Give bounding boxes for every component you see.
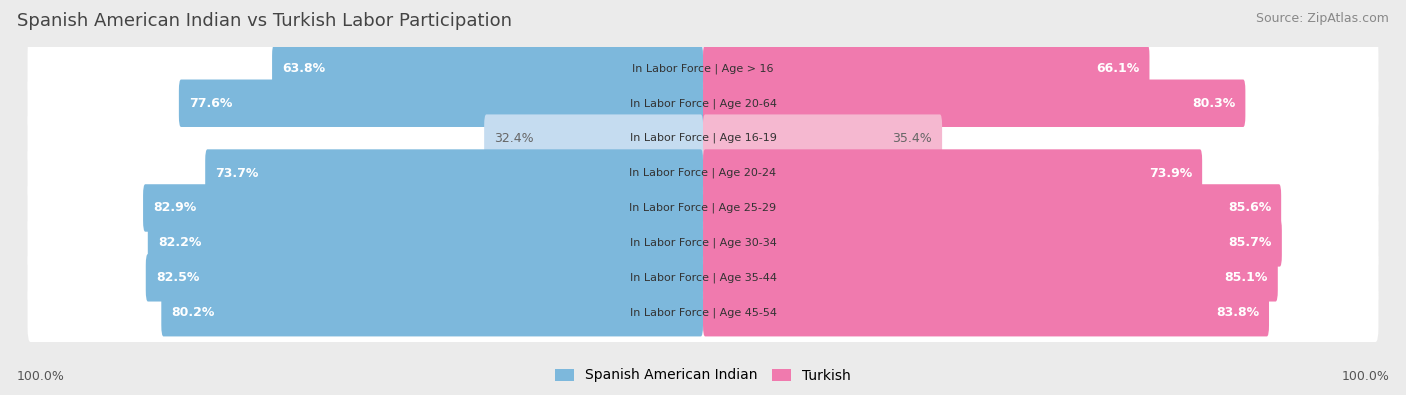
Text: Source: ZipAtlas.com: Source: ZipAtlas.com bbox=[1256, 12, 1389, 25]
Text: In Labor Force | Age 35-44: In Labor Force | Age 35-44 bbox=[630, 273, 776, 283]
Legend: Spanish American Indian, Turkish: Spanish American Indian, Turkish bbox=[550, 363, 856, 388]
Text: 100.0%: 100.0% bbox=[17, 370, 65, 383]
FancyBboxPatch shape bbox=[28, 179, 1378, 237]
FancyBboxPatch shape bbox=[703, 254, 1278, 301]
FancyBboxPatch shape bbox=[162, 289, 703, 337]
FancyBboxPatch shape bbox=[28, 144, 1378, 202]
FancyBboxPatch shape bbox=[273, 45, 703, 92]
Text: In Labor Force | Age 16-19: In Labor Force | Age 16-19 bbox=[630, 133, 776, 143]
Text: 77.6%: 77.6% bbox=[188, 97, 232, 110]
FancyBboxPatch shape bbox=[28, 74, 1378, 133]
Text: 66.1%: 66.1% bbox=[1097, 62, 1139, 75]
FancyBboxPatch shape bbox=[205, 149, 703, 197]
Text: 100.0%: 100.0% bbox=[1341, 370, 1389, 383]
Text: 35.4%: 35.4% bbox=[893, 132, 932, 145]
FancyBboxPatch shape bbox=[146, 254, 703, 301]
FancyBboxPatch shape bbox=[28, 283, 1378, 342]
Text: In Labor Force | Age 30-34: In Labor Force | Age 30-34 bbox=[630, 238, 776, 248]
FancyBboxPatch shape bbox=[28, 39, 1378, 98]
Text: 82.2%: 82.2% bbox=[157, 236, 201, 249]
FancyBboxPatch shape bbox=[703, 115, 942, 162]
Text: 80.3%: 80.3% bbox=[1192, 97, 1236, 110]
FancyBboxPatch shape bbox=[28, 248, 1378, 307]
FancyBboxPatch shape bbox=[703, 289, 1270, 337]
Text: 73.7%: 73.7% bbox=[215, 167, 259, 180]
Text: In Labor Force | Age 25-29: In Labor Force | Age 25-29 bbox=[630, 203, 776, 213]
Text: 73.9%: 73.9% bbox=[1149, 167, 1192, 180]
Text: In Labor Force | Age 45-54: In Labor Force | Age 45-54 bbox=[630, 307, 776, 318]
Text: 85.6%: 85.6% bbox=[1227, 201, 1271, 214]
Text: 82.9%: 82.9% bbox=[153, 201, 197, 214]
Text: 80.2%: 80.2% bbox=[172, 306, 215, 319]
FancyBboxPatch shape bbox=[28, 109, 1378, 167]
Text: 63.8%: 63.8% bbox=[283, 62, 325, 75]
FancyBboxPatch shape bbox=[703, 219, 1282, 267]
Text: In Labor Force | Age 20-24: In Labor Force | Age 20-24 bbox=[630, 168, 776, 178]
FancyBboxPatch shape bbox=[703, 184, 1281, 232]
Text: 85.7%: 85.7% bbox=[1229, 236, 1271, 249]
Text: 83.8%: 83.8% bbox=[1216, 306, 1258, 319]
FancyBboxPatch shape bbox=[703, 149, 1202, 197]
Text: Spanish American Indian vs Turkish Labor Participation: Spanish American Indian vs Turkish Labor… bbox=[17, 12, 512, 30]
Text: 32.4%: 32.4% bbox=[495, 132, 534, 145]
FancyBboxPatch shape bbox=[28, 214, 1378, 272]
Text: In Labor Force | Age > 16: In Labor Force | Age > 16 bbox=[633, 63, 773, 73]
FancyBboxPatch shape bbox=[143, 184, 703, 232]
Text: In Labor Force | Age 20-64: In Labor Force | Age 20-64 bbox=[630, 98, 776, 109]
FancyBboxPatch shape bbox=[484, 115, 703, 162]
Text: 82.5%: 82.5% bbox=[156, 271, 200, 284]
FancyBboxPatch shape bbox=[148, 219, 703, 267]
FancyBboxPatch shape bbox=[703, 45, 1150, 92]
FancyBboxPatch shape bbox=[179, 79, 703, 127]
FancyBboxPatch shape bbox=[703, 79, 1246, 127]
Text: 85.1%: 85.1% bbox=[1225, 271, 1268, 284]
